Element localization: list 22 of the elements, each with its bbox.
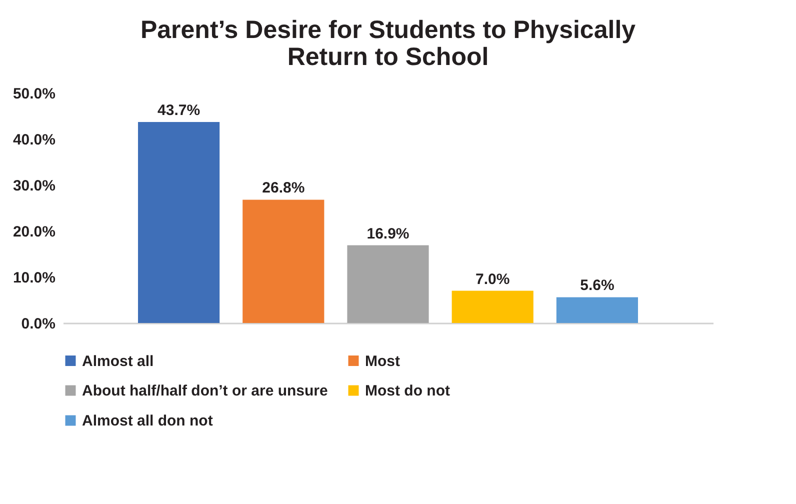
chart-title: Parent’s Desire for Students to Physically Return to School [140, 16, 636, 71]
data-label: 7.0% [476, 270, 510, 288]
y-tick-label: 0.0% [21, 316, 56, 332]
bar [556, 297, 638, 323]
bar [347, 245, 429, 323]
legend-label: About half/half don’t or are unsure [82, 382, 328, 400]
bar [452, 290, 534, 323]
bar [138, 122, 220, 323]
legend-label: Almost all [82, 352, 154, 370]
legend-label: Most [365, 352, 400, 370]
y-tick-label: 40.0% [12, 132, 56, 148]
data-label: 5.6% [580, 277, 614, 294]
legend-label: Most do not [365, 382, 450, 400]
y-tick-label: 30.0% [12, 178, 56, 194]
data-label: 43.7% [158, 102, 200, 119]
legend-label: Almost all don not [82, 412, 213, 430]
y-tick-label: 50.0% [12, 86, 56, 102]
data-label: 26.8% [262, 180, 305, 197]
data-label: 16.9% [366, 225, 410, 242]
bar [242, 200, 324, 323]
y-tick-label: 10.0% [12, 270, 56, 286]
y-tick-label: 20.0% [12, 224, 56, 240]
